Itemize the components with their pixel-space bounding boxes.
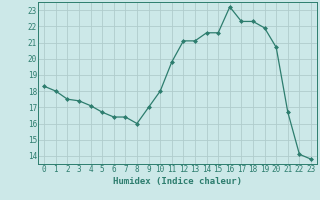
X-axis label: Humidex (Indice chaleur): Humidex (Indice chaleur) xyxy=(113,177,242,186)
